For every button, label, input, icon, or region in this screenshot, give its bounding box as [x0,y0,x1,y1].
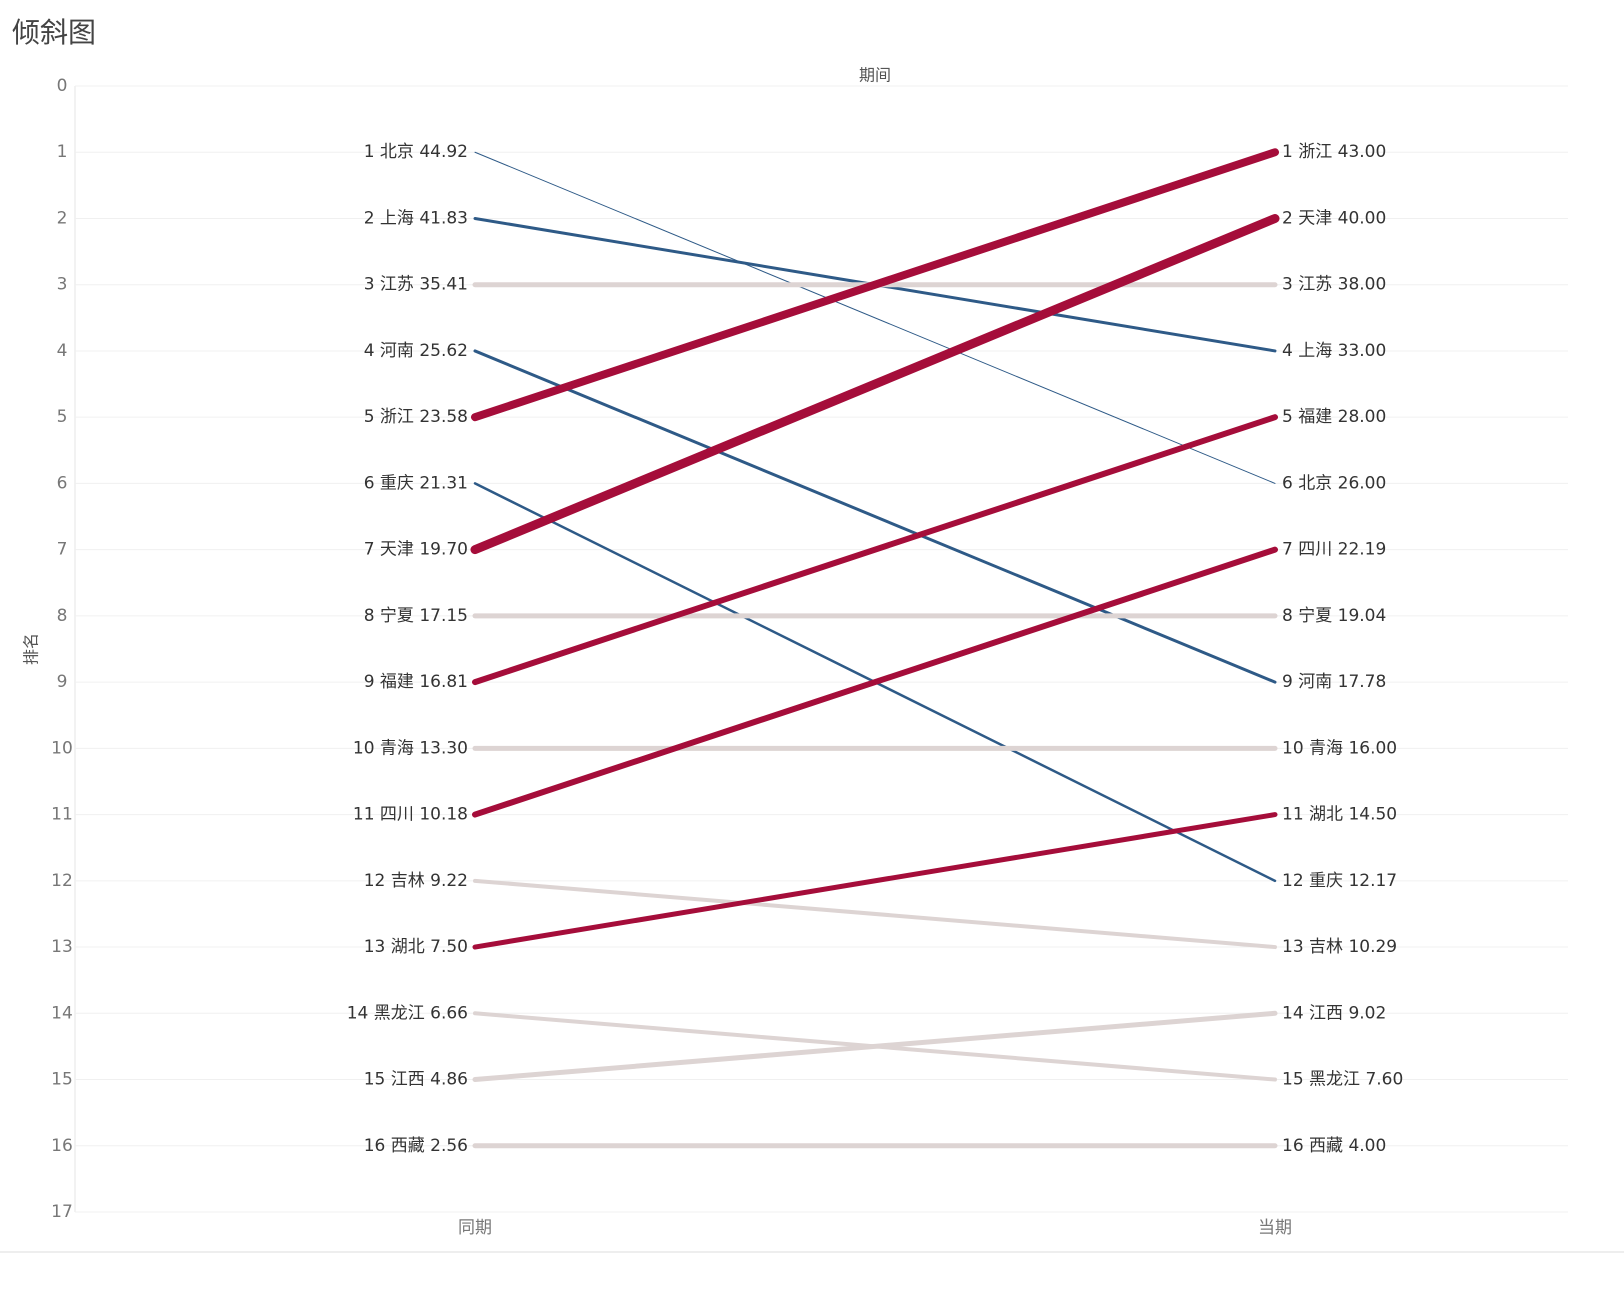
data-label: 6 重庆 21.31 [364,473,468,493]
data-label: 6 北京 26.00 [1282,473,1386,493]
x-tick-label: 当期 [1258,1218,1292,1238]
y-tick-label: 10 [51,738,73,758]
y-tick-label: 6 [57,473,68,493]
data-label: 13 湖北 7.50 [364,937,468,957]
data-label: 16 西藏 2.56 [364,1136,468,1156]
y-tick-label: 9 [57,672,68,692]
y-tick-label: 4 [57,341,68,361]
data-label: 9 福建 16.81 [364,672,468,692]
data-label: 2 天津 40.00 [1282,208,1386,228]
data-label: 8 宁夏 17.15 [364,606,468,626]
data-label: 4 河南 25.62 [364,341,468,361]
data-label: 4 上海 33.00 [1282,341,1386,361]
y-tick-label: 17 [51,1202,73,1222]
slope-line [472,1010,1278,1083]
y-tick-label: 3 [57,275,68,295]
y-tick-label: 16 [51,1136,73,1156]
slope-line [472,546,1278,818]
data-label: 2 上海 41.83 [364,208,468,228]
data-label: 11 四川 10.18 [353,805,468,825]
data-label: 9 河南 17.78 [1282,672,1386,692]
y-axis-label: 排名 [22,633,41,665]
chart-title: 倾斜图 [12,16,96,49]
data-label: 14 江西 9.02 [1282,1003,1386,1023]
y-tick-label: 5 [57,407,68,427]
slope-line [471,148,1279,422]
data-label: 12 吉林 9.22 [364,871,468,891]
slope-line [473,349,1277,684]
slope-line [470,213,1280,555]
data-label: 10 青海 13.30 [353,738,468,758]
y-tick-label: 8 [57,606,68,626]
y-tick-label: 14 [51,1003,73,1023]
y-tick-label: 0 [57,76,68,96]
y-tick-label: 1 [57,142,68,162]
y-tick-label: 7 [57,540,68,560]
data-label: 15 江西 4.86 [364,1070,468,1090]
data-label: 11 湖北 14.50 [1282,805,1397,825]
data-label: 7 四川 22.19 [1282,540,1386,560]
y-tick-label: 13 [51,937,73,957]
x-header: 期间 [859,66,891,85]
data-label: 14 黑龙江 6.66 [347,1003,468,1023]
data-label: 7 天津 19.70 [364,540,468,560]
data-label: 1 浙江 43.00 [1282,142,1386,162]
data-label: 12 重庆 12.17 [1282,871,1397,891]
y-tick-label: 12 [51,871,73,891]
y-tick-label: 15 [51,1070,73,1090]
data-label: 16 西藏 4.00 [1282,1136,1386,1156]
data-label: 8 宁夏 19.04 [1282,606,1386,626]
slope-line [472,812,1278,950]
data-label: 5 福建 28.00 [1282,407,1386,427]
data-label: 13 吉林 10.29 [1282,937,1397,957]
slope-line [472,414,1278,686]
data-label: 10 青海 16.00 [1282,738,1397,758]
data-label: 15 黑龙江 7.60 [1282,1070,1403,1090]
data-label: 5 浙江 23.58 [364,407,468,427]
data-label: 3 江苏 38.00 [1282,275,1386,295]
y-tick-label: 2 [57,208,68,228]
slope-line [474,151,1276,484]
y-tick-label: 11 [51,805,73,825]
data-label: 3 江苏 35.41 [364,275,468,295]
data-label: 1 北京 44.92 [364,142,468,162]
slope-line [473,878,1277,950]
x-tick-label: 同期 [458,1218,492,1238]
